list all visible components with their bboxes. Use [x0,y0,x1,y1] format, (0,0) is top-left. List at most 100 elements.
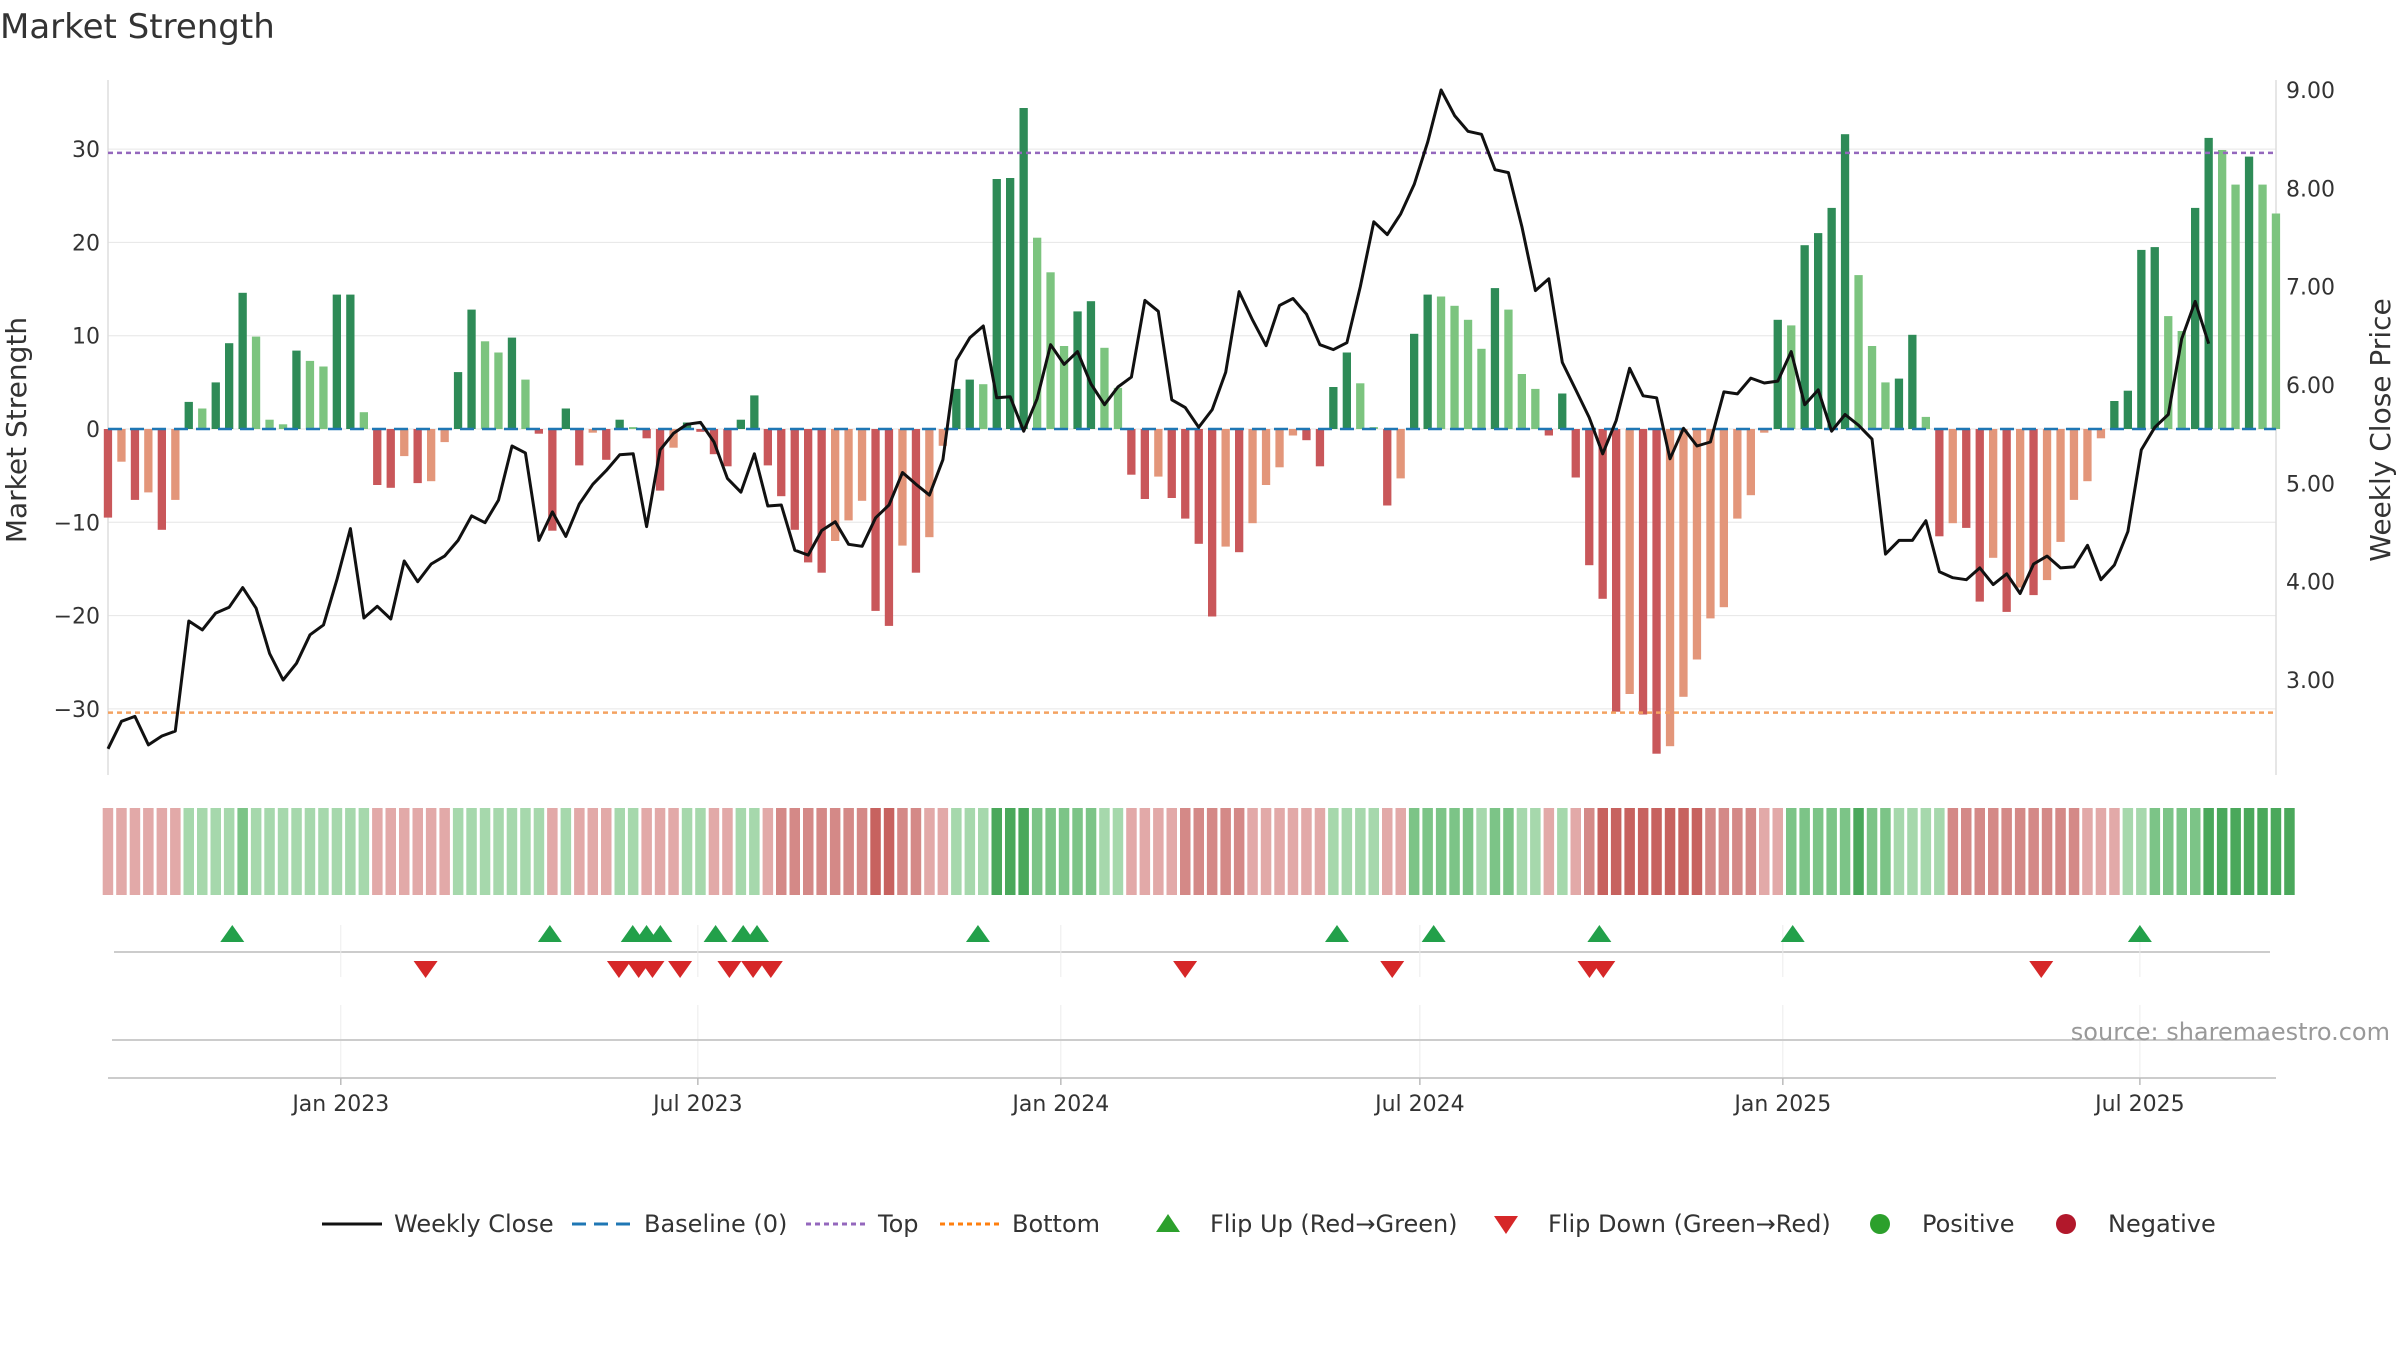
strength-bar [1908,334,1917,429]
strength-bar [507,337,517,429]
state-cell [1422,808,1433,895]
strength-bar [1167,429,1176,498]
strength-bar [1652,429,1661,754]
y-tick-label: −10 [54,511,100,536]
state-cell [1031,808,1043,895]
strength-bar [2110,401,2119,429]
legend-label: Baseline (0) [644,1210,787,1238]
strength-bar [1006,178,1015,429]
strength-bar [413,429,422,484]
state-cell [749,808,760,895]
state-cell [2041,808,2053,895]
state-cell [2149,808,2161,895]
strength-bar [319,366,328,429]
state-cell [1610,808,1622,895]
strength-bar [359,412,368,429]
flip-down-marker [2029,961,2054,978]
flip-up-marker [745,925,770,942]
strength-bar [1827,207,1836,429]
state-cell [2001,808,2012,895]
state-cell [883,808,895,895]
strength-bar [602,429,611,460]
flip-markers [114,925,2270,978]
strength-bar [1504,309,1513,429]
x-tick-label: Jan 2023 [290,1092,389,1117]
strength-bar [171,429,180,500]
strength-bar [669,429,678,448]
strength-bar [1356,383,1365,429]
strength-bar [1127,429,1136,475]
state-cell [1759,808,1770,895]
strength-bar [1894,378,1904,429]
strength-bar [979,384,988,429]
strength-bar [1235,429,1244,553]
state-cell [1570,808,1581,895]
state-cell [385,808,396,895]
state-cell [776,808,787,895]
state-cell [1772,808,1783,895]
strength-bar [211,382,220,429]
strength-bar [1571,429,1580,478]
strength-bar [1033,237,1042,429]
legend-item: Flip Up (Red→Green) [1156,1210,1458,1238]
strength-bar [2096,429,2106,439]
state-cell [1530,808,1541,895]
legend-item: Flip Down (Green→Red) [1494,1210,1831,1238]
state-cell [1180,808,1191,895]
flip-up-marker [1421,925,1446,942]
flip-down-marker [1173,961,1198,978]
strength-bar [723,429,732,467]
strength-bar [898,429,907,546]
strength-bar [1531,388,1540,429]
state-cell [708,808,720,895]
legend-item: Top [806,1210,919,1238]
strength-bar [2177,331,2186,429]
strength-bar [1100,347,1109,429]
state-cell [1543,808,1555,895]
state-cell [1408,808,1420,895]
strength-bar [763,429,772,466]
state-cell [1786,808,1797,895]
state-cell [345,808,356,895]
state-cell [1072,808,1083,895]
y2-tick-label: 5.00 [2286,472,2335,497]
state-cell [1557,808,1568,895]
strength-bar [615,419,624,429]
y-axis-label: Market Strength [0,317,33,543]
strength-bar [2150,247,2159,429]
state-cell [668,808,679,895]
state-cell [1274,808,1285,895]
y-tick-label: −30 [54,698,100,723]
state-cell [318,808,329,895]
strength-bar [655,429,665,491]
strength-bar [588,429,597,433]
strength-bar [1867,346,1877,429]
state-cell [695,808,706,895]
x-axis: Jan 2023 Jul 2023 Jan 2024 Jul 2024 Jan 2025… [108,1005,2276,1117]
strength-bar [130,429,140,500]
strength-bar [1787,325,1796,429]
x-tick-label: Jul 2023 [651,1092,743,1117]
state-cell [1126,808,1137,895]
state-cell [439,808,450,895]
strength-bar [198,408,207,429]
source-credit: source: sharemaestro.com [2071,1018,2390,1046]
strength-bar [144,429,153,493]
strength-bar [1019,108,1028,429]
strength-bar [1248,429,1257,524]
strength-bar [884,429,894,626]
strength-bar [292,350,301,429]
strength-bar [575,429,584,466]
flip-down-marker [1380,961,1405,978]
state-cell [277,808,289,895]
strength-bar [1477,348,1486,429]
legend-item: Bottom [940,1210,1100,1238]
state-cell [1395,808,1406,895]
strength-bar [2029,429,2038,596]
y2-tick-label: 7.00 [2286,276,2335,301]
x-tick-label: Jul 2025 [2093,1092,2185,1117]
state-cell [1139,808,1151,895]
strength-bar [225,343,234,429]
state-cell [1220,808,1231,895]
strength-bar [1625,429,1634,694]
